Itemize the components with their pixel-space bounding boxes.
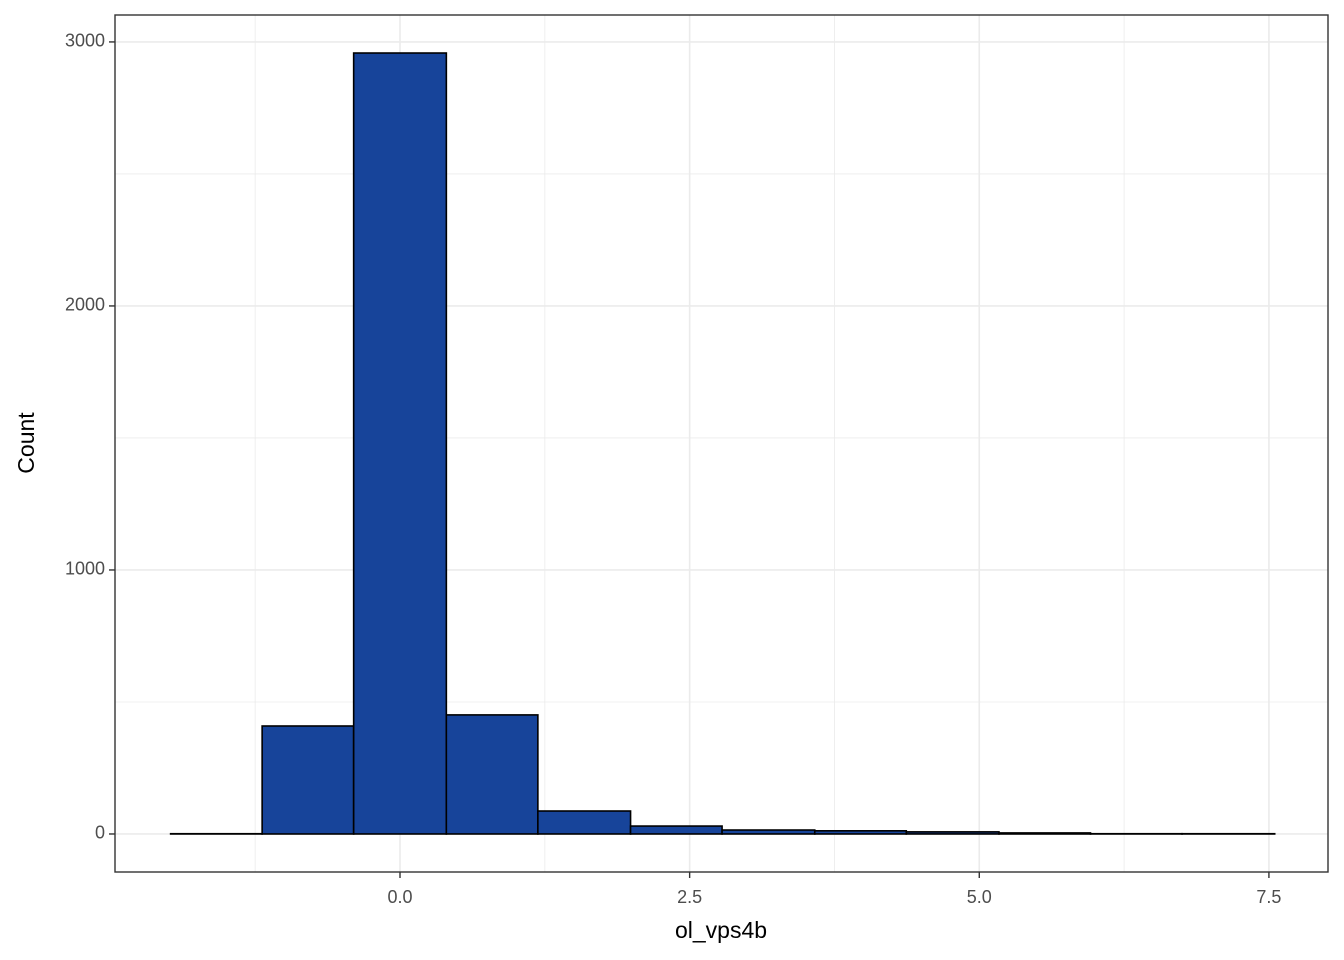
y-tick-label: 2000 (65, 295, 105, 315)
bar (261, 725, 355, 835)
x-tick-label: 2.5 (677, 887, 702, 907)
bar (721, 829, 816, 835)
x-tick-label: 0.0 (387, 887, 412, 907)
bar (352, 52, 448, 835)
bar (998, 832, 1092, 835)
bar (813, 830, 908, 835)
y-tick-label: 1000 (65, 559, 105, 579)
x-tick-label: 7.5 (1256, 887, 1281, 907)
bar (905, 831, 1000, 835)
x-axis-title: ol_vps4b (675, 917, 767, 943)
y-tick-label: 0 (95, 823, 105, 843)
plot-border (114, 14, 1329, 873)
bar (537, 810, 632, 835)
y-tick-label: 3000 (65, 31, 105, 51)
bar (629, 825, 723, 835)
x-tick-label: 5.0 (967, 887, 992, 907)
bar (445, 714, 539, 835)
y-axis-title: Count (13, 412, 39, 474)
